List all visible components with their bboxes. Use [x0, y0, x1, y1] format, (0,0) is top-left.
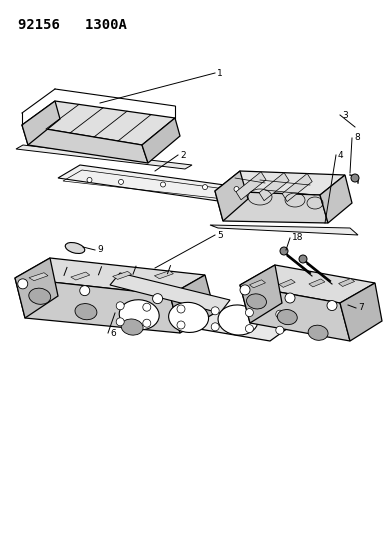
Polygon shape [22, 101, 175, 145]
Polygon shape [210, 225, 358, 235]
Polygon shape [58, 165, 268, 205]
Polygon shape [240, 285, 350, 341]
Text: 7: 7 [358, 303, 364, 312]
Polygon shape [240, 265, 282, 323]
Circle shape [234, 187, 239, 191]
Circle shape [119, 180, 124, 184]
Polygon shape [29, 273, 48, 281]
Polygon shape [259, 173, 289, 201]
Polygon shape [338, 278, 355, 286]
Polygon shape [22, 125, 148, 163]
Polygon shape [249, 280, 266, 288]
Text: 3: 3 [342, 110, 348, 119]
Circle shape [177, 321, 185, 329]
Polygon shape [279, 279, 295, 287]
Text: 6: 6 [110, 328, 116, 337]
Polygon shape [215, 171, 345, 195]
Circle shape [327, 301, 337, 311]
Ellipse shape [121, 319, 143, 335]
Text: 4: 4 [338, 150, 344, 159]
Polygon shape [22, 101, 60, 145]
Ellipse shape [29, 288, 51, 304]
Circle shape [211, 307, 219, 315]
Text: 1: 1 [217, 69, 223, 77]
Circle shape [152, 294, 162, 304]
Text: 18: 18 [292, 233, 303, 243]
Circle shape [116, 318, 124, 326]
Circle shape [245, 325, 253, 333]
Polygon shape [309, 279, 325, 287]
Polygon shape [320, 175, 352, 223]
Text: 8: 8 [354, 133, 360, 142]
Polygon shape [71, 272, 90, 280]
Circle shape [143, 303, 151, 311]
Circle shape [116, 302, 124, 310]
Polygon shape [240, 265, 375, 303]
Polygon shape [154, 271, 173, 279]
Ellipse shape [308, 325, 328, 340]
Circle shape [177, 305, 185, 313]
Polygon shape [110, 273, 230, 313]
Circle shape [351, 174, 359, 182]
Polygon shape [236, 172, 266, 200]
Ellipse shape [169, 302, 209, 333]
Circle shape [276, 310, 284, 318]
Ellipse shape [75, 304, 97, 320]
Ellipse shape [218, 305, 258, 335]
Ellipse shape [246, 294, 266, 309]
Circle shape [276, 326, 284, 334]
Polygon shape [340, 283, 382, 341]
Circle shape [299, 255, 307, 263]
Circle shape [87, 177, 92, 182]
Circle shape [240, 285, 250, 295]
Polygon shape [215, 191, 328, 223]
Polygon shape [105, 295, 295, 341]
Polygon shape [282, 174, 312, 201]
Polygon shape [15, 278, 180, 333]
Circle shape [143, 319, 151, 327]
Circle shape [203, 184, 208, 190]
Ellipse shape [65, 243, 85, 254]
Text: 92156   1300A: 92156 1300A [18, 18, 127, 32]
Text: 2: 2 [180, 150, 186, 159]
Circle shape [285, 293, 295, 303]
Text: 5: 5 [217, 230, 223, 239]
Circle shape [18, 279, 28, 289]
Circle shape [211, 323, 219, 331]
Polygon shape [15, 258, 58, 318]
Polygon shape [16, 145, 192, 169]
Polygon shape [170, 275, 215, 333]
Circle shape [280, 247, 288, 255]
Circle shape [161, 182, 166, 187]
Circle shape [80, 286, 90, 296]
Polygon shape [112, 271, 132, 279]
Circle shape [245, 309, 253, 317]
Polygon shape [15, 258, 205, 295]
Polygon shape [215, 171, 248, 221]
Ellipse shape [277, 310, 297, 325]
Text: 9: 9 [97, 246, 103, 254]
Ellipse shape [119, 300, 159, 330]
Polygon shape [142, 118, 180, 163]
Polygon shape [100, 285, 115, 313]
